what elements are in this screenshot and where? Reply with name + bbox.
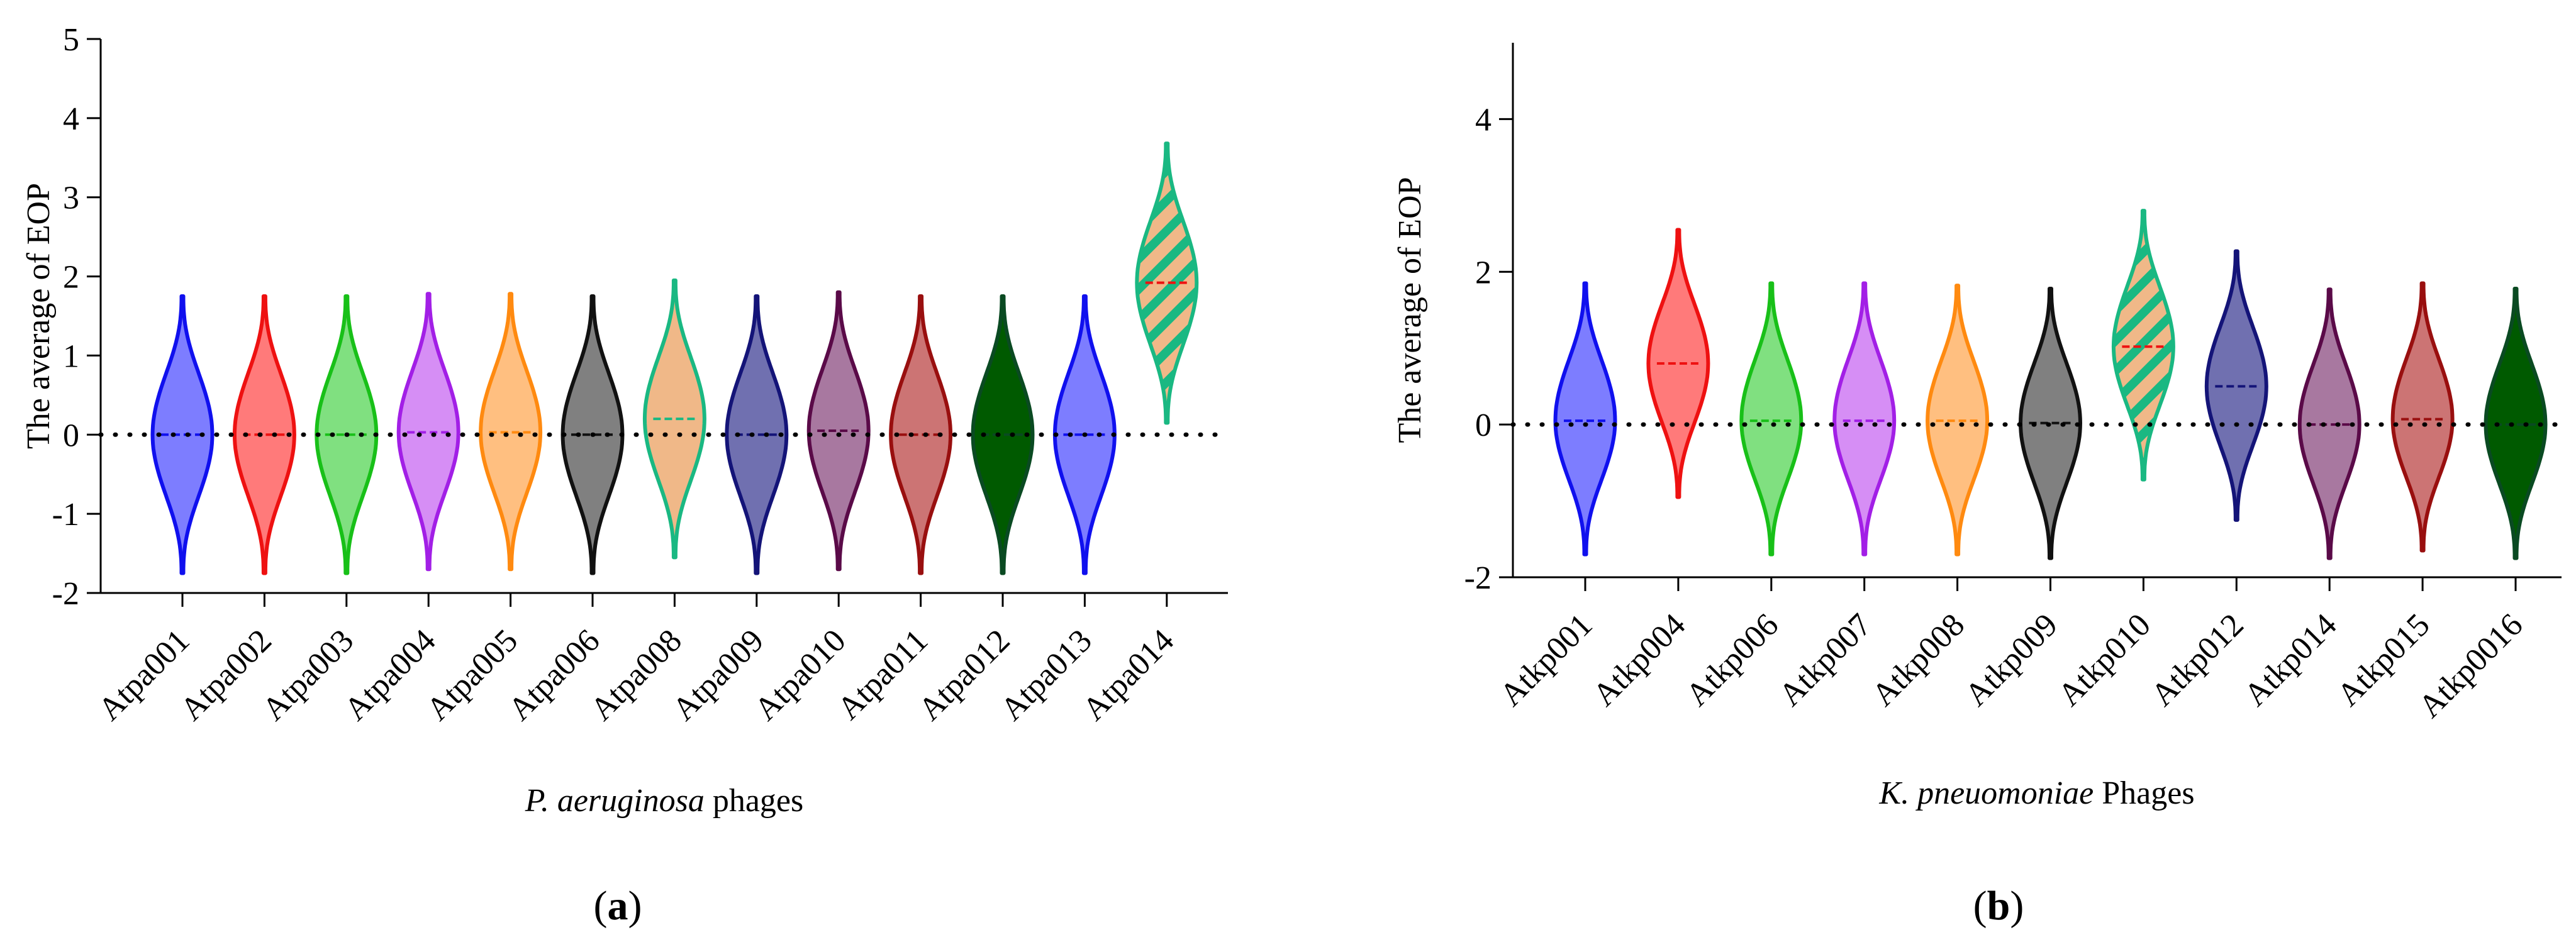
- violin-Atkp015: [2390, 281, 2455, 553]
- category-label: Atpa003: [255, 623, 360, 728]
- violin-body: [150, 294, 215, 575]
- category-label: Atkp001: [1493, 607, 1599, 713]
- x-axis-title: P. aeruginosa phages: [525, 783, 803, 819]
- violin-body: [1553, 281, 1617, 557]
- violin-body: [2111, 209, 2175, 482]
- violin-body: [232, 294, 296, 575]
- violin-body: [1832, 281, 1897, 557]
- category-label: Atpa012: [912, 623, 1017, 728]
- violin-Atpa001: [150, 294, 215, 575]
- category-label: Atpa010: [748, 623, 853, 728]
- violin-Atpa005: [479, 292, 543, 572]
- violin-Atpa002: [232, 294, 296, 575]
- violin-Atpa008: [642, 278, 706, 560]
- violin-body: [2390, 281, 2455, 553]
- violin-body: [1926, 284, 1990, 557]
- violin-Atkp010: [2111, 209, 2175, 482]
- category-label: Atkp008: [1865, 607, 1971, 713]
- violin-body: [479, 292, 543, 572]
- y-tick-label: -2: [1464, 560, 1492, 596]
- category-label: Atkp007: [1772, 607, 1878, 713]
- violin-body: [396, 292, 460, 572]
- category-label: Atpa011: [831, 623, 935, 727]
- category-label: Atkp014: [2238, 607, 2344, 713]
- y-tick-label: -2: [52, 576, 79, 612]
- panel-label: (a): [594, 883, 642, 929]
- category-label: Atkp004: [1586, 607, 1692, 713]
- y-tick-label: 5: [63, 22, 79, 58]
- y-tick-label: -1: [52, 497, 79, 533]
- y-tick-label: 2: [1475, 255, 1492, 291]
- violin-Atkp006: [1739, 281, 1804, 557]
- violin-body: [1739, 281, 1804, 557]
- category-label: Atkp006: [1679, 607, 1785, 713]
- violin-body: [806, 290, 871, 572]
- y-axis-title: The average of EOP: [21, 183, 57, 449]
- category-label: Atkp009: [1958, 607, 2065, 713]
- violin-body: [2204, 249, 2268, 522]
- violin-Atpa009: [725, 294, 789, 575]
- category-label: Atpa005: [420, 623, 525, 728]
- x-axis-title: K. pneuomoniae Phages: [1878, 775, 2194, 811]
- violin-body: [889, 294, 953, 575]
- category-label: Atpa008: [584, 623, 689, 728]
- violin-Atkp004: [1646, 228, 1710, 499]
- y-tick-label: 4: [63, 101, 79, 137]
- category-label: Atpa006: [502, 623, 607, 728]
- violin-Atkp001: [1553, 281, 1617, 557]
- violin-body: [725, 294, 789, 575]
- violin-Atkp007: [1832, 281, 1897, 557]
- violin-Atpa012: [971, 294, 1035, 575]
- violin-Atpa010: [806, 290, 871, 572]
- violin-Atkp008: [1926, 284, 1990, 557]
- category-label: Atpa014: [1076, 623, 1181, 728]
- violin-Atkp012: [2204, 249, 2268, 522]
- category-label: Atpa004: [338, 623, 443, 728]
- category-label: Atpa013: [994, 623, 1099, 728]
- violin-Atpa004: [396, 292, 460, 572]
- category-label: Atpa001: [92, 623, 197, 728]
- violin-Atpa014: [1135, 141, 1199, 425]
- y-tick-label: 1: [63, 338, 79, 374]
- violin-body: [971, 294, 1035, 575]
- y-axis-title: The average of EOP: [1392, 177, 1428, 443]
- panel-label: (b): [1973, 883, 2024, 929]
- violin-body: [642, 278, 706, 560]
- violin-Atpa011: [889, 294, 953, 575]
- y-tick-label: 0: [1475, 407, 1492, 443]
- violin-Atkp0016: [2484, 287, 2548, 560]
- violin-Atkp014: [2297, 287, 2361, 560]
- violin-body: [1646, 228, 1710, 499]
- violin-body: [2484, 287, 2548, 560]
- violin-body: [2297, 287, 2361, 560]
- category-label: Atkp0016: [2412, 607, 2529, 724]
- category-label: Atkp012: [2144, 607, 2251, 713]
- category-label: Atkp010: [2051, 607, 2158, 713]
- category-label: Atpa002: [174, 623, 279, 728]
- y-tick-label: 2: [63, 260, 79, 296]
- y-tick-label: 0: [63, 418, 79, 453]
- y-tick-label: 3: [63, 180, 79, 216]
- y-tick-label: 4: [1475, 102, 1492, 138]
- category-label: Atpa009: [666, 623, 771, 728]
- violin-body: [1135, 141, 1199, 425]
